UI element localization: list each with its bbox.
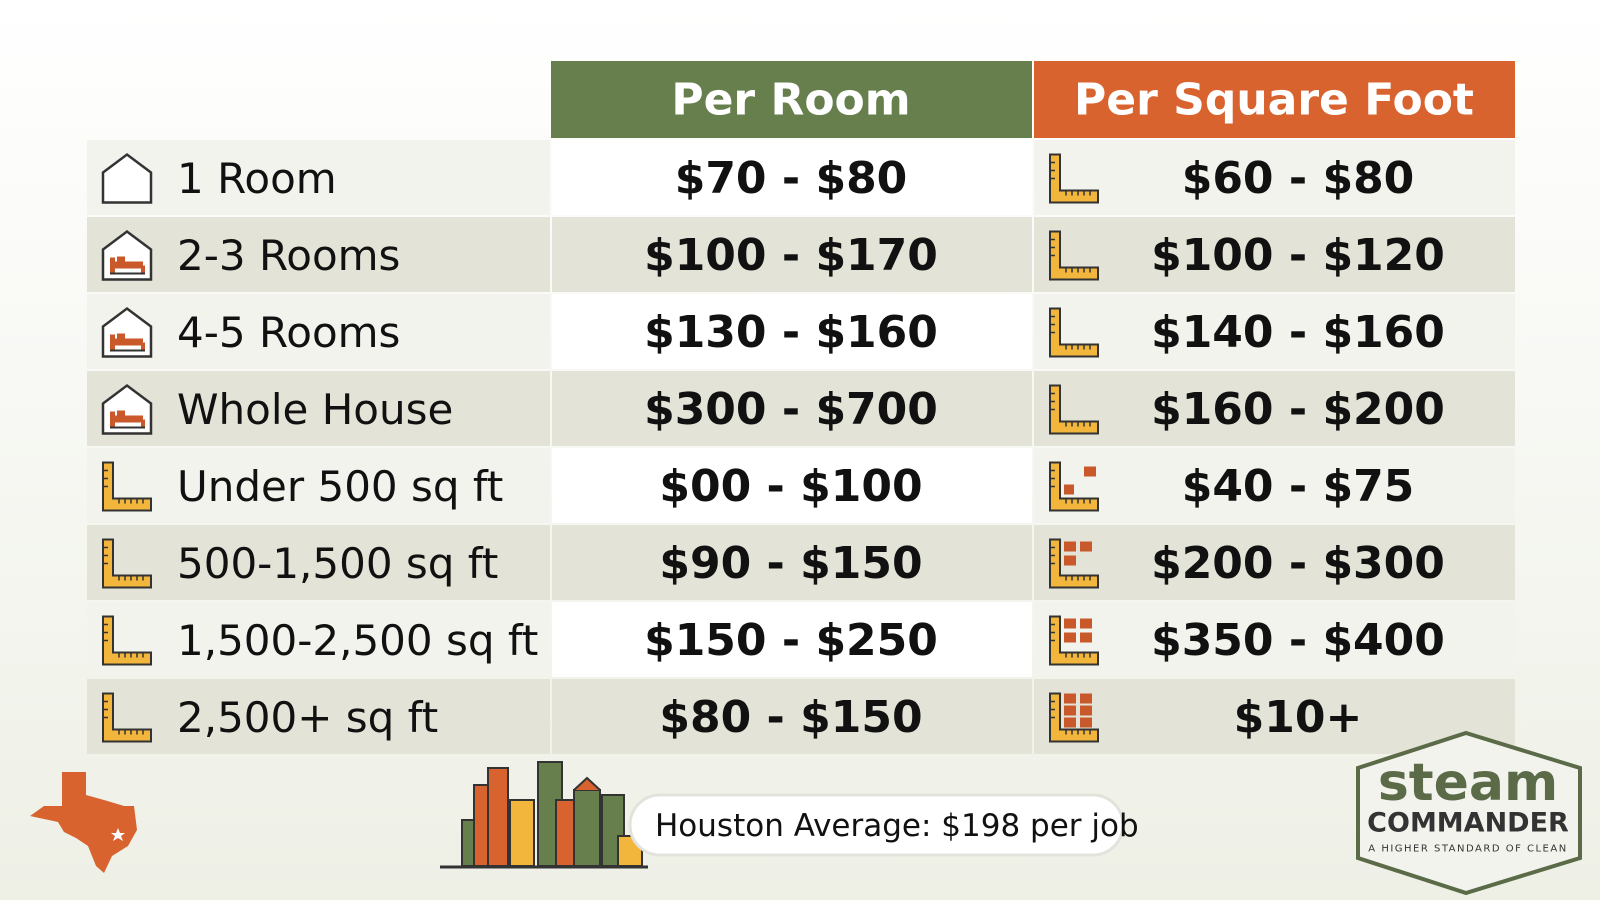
- row-bg: [1034, 602, 1515, 677]
- logo-name: COMMANDER: [1367, 808, 1569, 839]
- logo-badge: [1356, 730, 1582, 896]
- price: $60 - $80: [1182, 153, 1415, 204]
- row-bg: [552, 371, 1032, 446]
- row-label: Under 500 sq ft: [177, 462, 503, 511]
- row-bg: [87, 448, 550, 523]
- star: [111, 828, 125, 841]
- column-header: Per Square Foot: [1074, 75, 1474, 126]
- header-cell: [551, 61, 1032, 138]
- row-bg: [1034, 294, 1515, 369]
- price: $100 - $170: [644, 230, 938, 281]
- row-bg: [87, 525, 550, 600]
- row-bg: [552, 679, 1032, 754]
- footer-note: Houston Average: $198 per job: [655, 808, 1139, 844]
- price: $70 - $80: [675, 153, 908, 204]
- price: $80 - $150: [659, 692, 922, 743]
- row-icon: [1050, 694, 1098, 742]
- header-cell: [1034, 61, 1515, 138]
- row-bg: [552, 525, 1032, 600]
- price: $00 - $100: [659, 461, 922, 512]
- table-body: 1 Room $70 - $80 $60 - $80 2-3 Rooms $100 - …: [87, 140, 1515, 754]
- row-bg: [87, 217, 550, 292]
- column-header: Per Room: [671, 75, 910, 126]
- row-label: 4-5 Rooms: [177, 308, 400, 357]
- row-bg: [1034, 448, 1515, 523]
- row-bg: [1034, 525, 1515, 600]
- price: $150 - $250: [644, 615, 938, 666]
- row-label: 1 Room: [177, 154, 337, 203]
- row-bg: [87, 140, 550, 215]
- row-bg: [552, 140, 1032, 215]
- price: $130 - $160: [644, 307, 938, 358]
- price: $160 - $200: [1151, 384, 1445, 435]
- row-bg: [1034, 140, 1515, 215]
- row-label: 2-3 Rooms: [177, 231, 400, 280]
- skyline-icon: [440, 761, 648, 869]
- row-bg: [552, 448, 1032, 523]
- row-bg: [87, 371, 550, 446]
- row-label: 1,500-2,500 sq ft: [177, 616, 538, 665]
- row-label: Whole House: [177, 385, 453, 434]
- price: $300 - $700: [644, 384, 938, 435]
- logo-tagline: A HIGHER STANDARD OF CLEAN: [1368, 844, 1567, 855]
- price: $200 - $300: [1151, 538, 1445, 589]
- price: $140 - $160: [1151, 307, 1445, 358]
- logo-brand: steam: [1378, 753, 1558, 813]
- note-pill: [628, 793, 1125, 857]
- row-bg: [87, 602, 550, 677]
- price: $40 - $75: [1182, 461, 1415, 512]
- row-bg: [552, 217, 1032, 292]
- row-bg: [1034, 217, 1515, 292]
- row-bg: [552, 602, 1032, 677]
- row-icon: [1050, 617, 1098, 665]
- price: $350 - $400: [1151, 615, 1445, 666]
- price: $90 - $150: [659, 538, 922, 589]
- row-bg: [1034, 371, 1515, 446]
- price: $100 - $120: [1151, 230, 1445, 281]
- row-bg: [87, 294, 550, 369]
- row-bg: [552, 294, 1032, 369]
- texas-icon: [30, 772, 137, 873]
- row-bg: [87, 679, 550, 754]
- price: $10+: [1234, 692, 1363, 743]
- row-label: 2,500+ sq ft: [177, 693, 438, 742]
- row-label: 500-1,500 sq ft: [177, 539, 498, 588]
